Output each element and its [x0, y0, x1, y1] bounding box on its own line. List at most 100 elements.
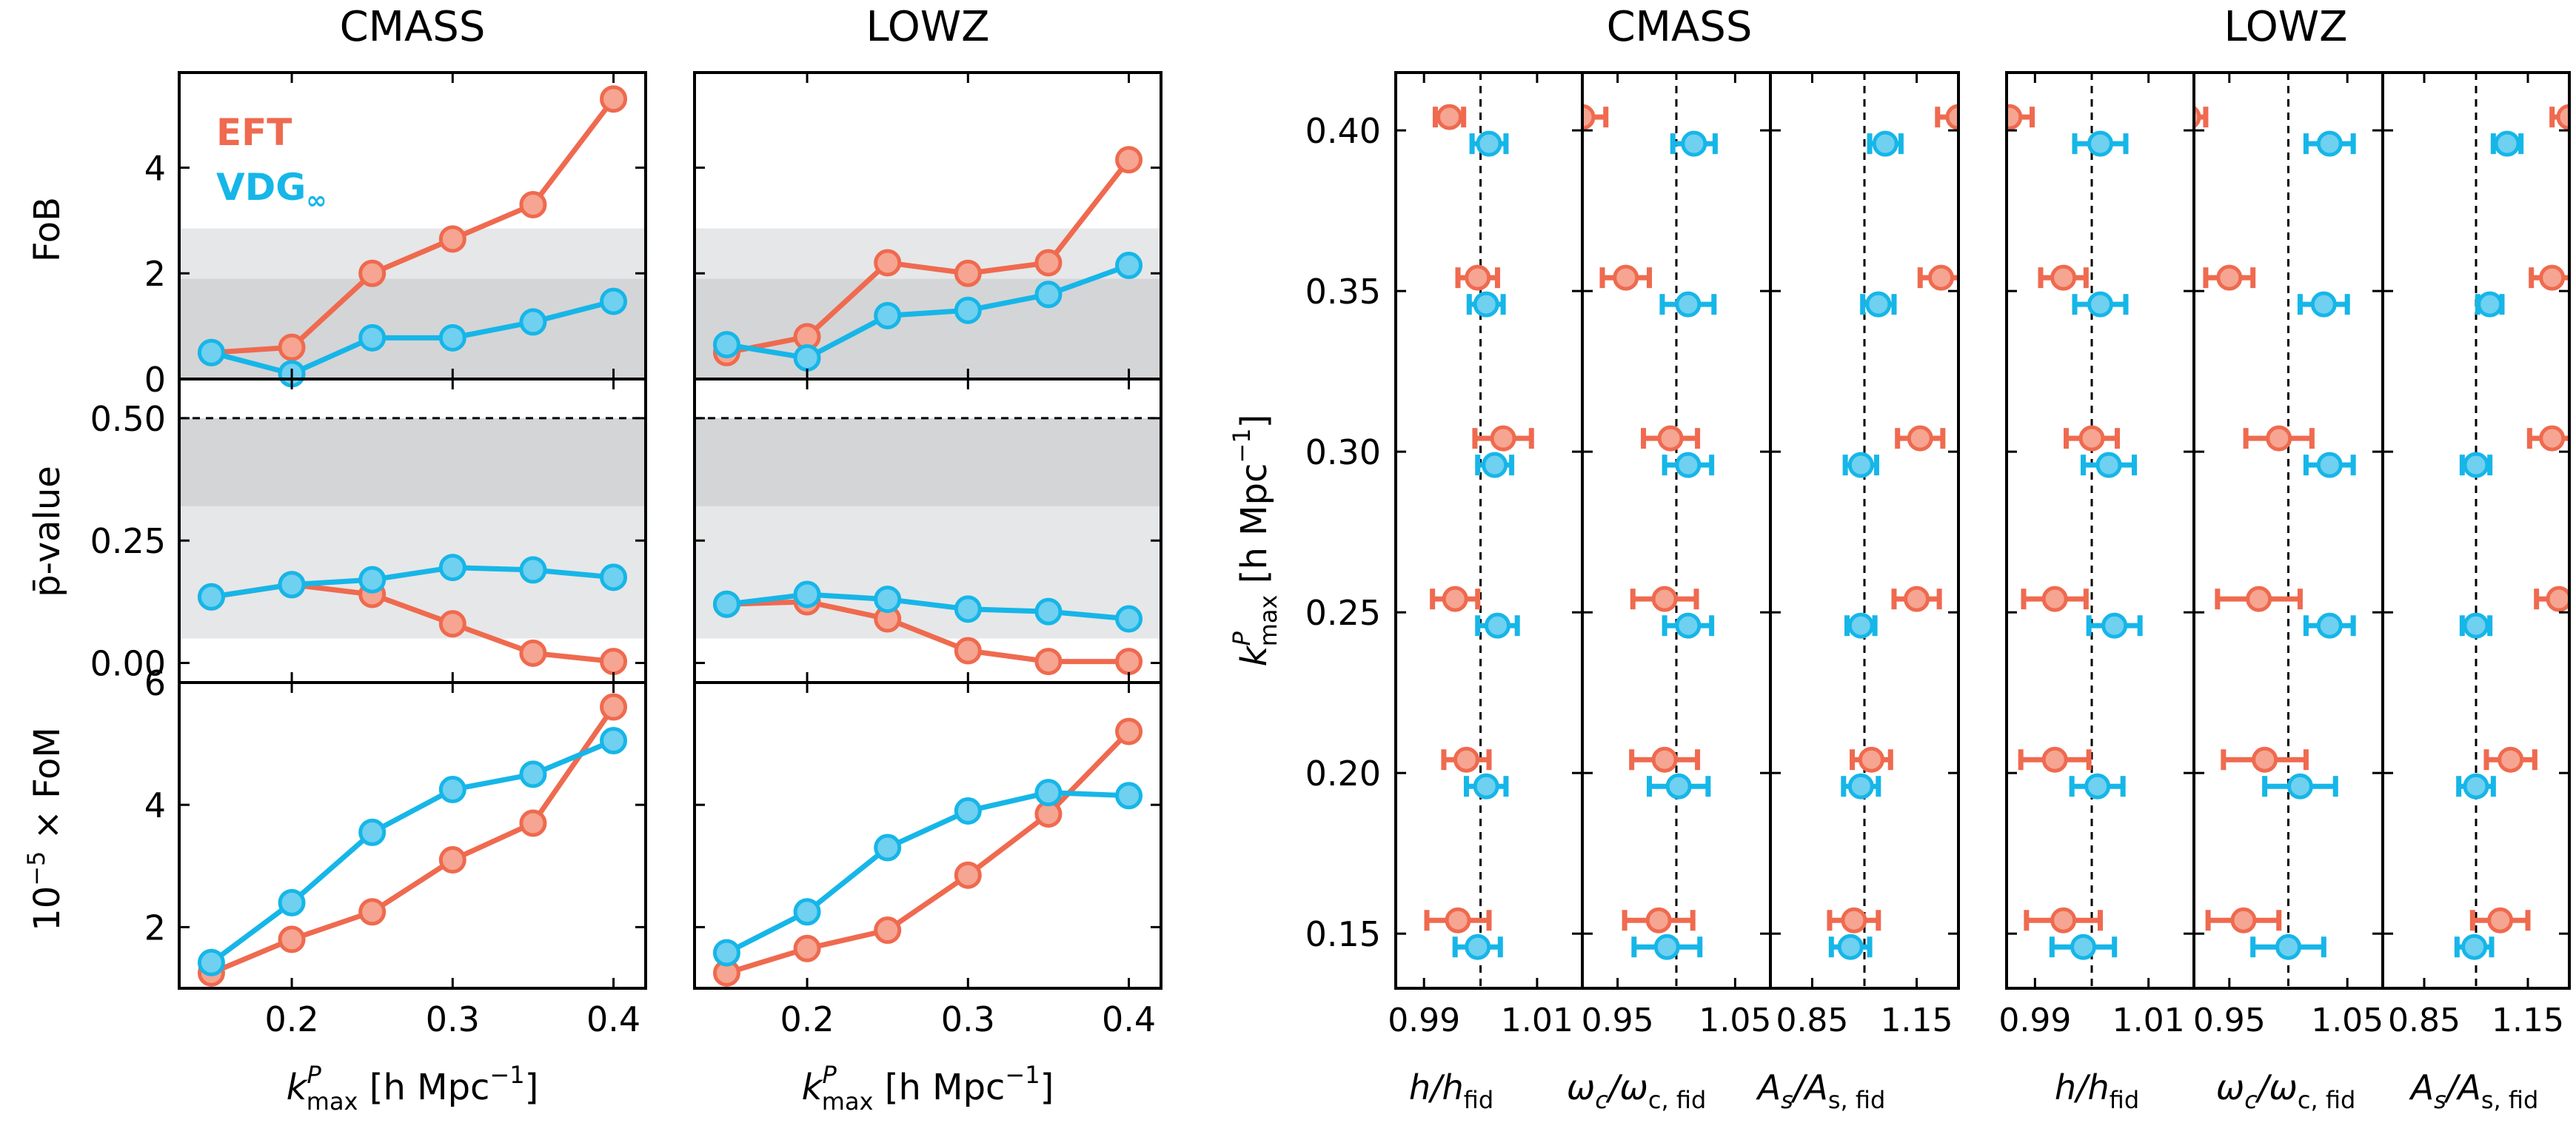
- data-point-eft: [1115, 648, 1143, 676]
- data-point-vdg: [1847, 773, 1874, 799]
- xlabel-close: ]: [525, 1067, 539, 1108]
- data-point-eft: [1115, 717, 1143, 745]
- right-ylabel-sub: max: [1254, 595, 1282, 647]
- right-ylabel: kPmax [h Mpc−1]: [1228, 415, 1282, 667]
- data-point-eft: [2041, 746, 2068, 773]
- right-title-cmass: CMASS: [1607, 3, 1753, 51]
- data-point-eft: [2546, 586, 2569, 612]
- data-point-vdg: [1847, 452, 1874, 478]
- data-point-eft: [600, 85, 628, 113]
- data-point-eft: [1436, 104, 1463, 130]
- param-label-as-mid: /A: [1790, 1067, 1828, 1107]
- x-tick-label: 0.3: [426, 999, 480, 1039]
- data-point-eft: [1651, 586, 1678, 612]
- xlabel-sub: max: [307, 1087, 358, 1116]
- data-point-vdg: [438, 776, 466, 804]
- data-point-vdg: [197, 583, 225, 611]
- data-point-eft: [1645, 907, 1672, 933]
- data-point-vdg: [954, 296, 982, 324]
- data-point-vdg: [2494, 130, 2520, 157]
- data-point-vdg: [2463, 773, 2489, 799]
- legend-vdg-sub: ∞: [306, 186, 327, 215]
- data-point-eft: [1453, 746, 1479, 773]
- param-label-as-sub1: s: [1781, 1086, 1793, 1114]
- data-point-eft: [1034, 648, 1063, 676]
- data-point-vdg: [1675, 452, 1702, 478]
- data-point-eft: [793, 934, 821, 962]
- data-point-eft: [2041, 586, 2068, 612]
- xlabel-lowz: kP max [h Mpc−1]: [802, 1061, 1054, 1116]
- data-point-vdg: [438, 554, 466, 582]
- data-point-eft: [1613, 264, 1639, 291]
- param-panel-data: [2454, 73, 2569, 988]
- y-tick-label: 4: [144, 148, 166, 188]
- axes-layer: 0 2 4 0.00 0.25 0.50 2 4 6 0.2 0.3 0.4 0.2 0.3 0.4 0.99…: [90, 71, 2571, 1039]
- data-point-vdg: [1865, 291, 1892, 318]
- data-point-vdg: [519, 760, 547, 788]
- y-tick-label: 0.50: [90, 399, 166, 439]
- data-point-eft: [1841, 907, 1867, 933]
- data-point-vdg: [2087, 130, 2113, 157]
- data-point-vdg: [358, 818, 387, 846]
- y-tick-label: 0.35: [1305, 272, 1381, 312]
- x-tick-label: 0.85: [1776, 1002, 1848, 1039]
- data-point-vdg: [1837, 933, 1864, 960]
- axes-frame: [2005, 71, 2195, 990]
- param-label-as-main: A: [2409, 1067, 2434, 1107]
- data-point-vdg: [1847, 612, 1874, 639]
- ylabel-fom: 10−5 × FoM: [22, 727, 68, 931]
- data-point-vdg: [600, 563, 628, 591]
- data-point-eft: [1651, 746, 1678, 773]
- data-point-eft: [519, 809, 547, 837]
- axes-frame: [693, 681, 1162, 990]
- sigma-band: [695, 228, 1161, 279]
- param-label-as-sub1: s: [2434, 1086, 2446, 1114]
- series-line-vdg: [210, 298, 615, 377]
- data-point-eft: [358, 259, 387, 287]
- data-point-vdg: [1034, 597, 1063, 626]
- series-line-vdg: [725, 790, 1129, 956]
- data-point-vdg: [1484, 612, 1511, 639]
- data-point-vdg: [2463, 452, 2489, 478]
- right-ylabel-sup: P: [1228, 631, 1256, 646]
- xlabel-sup: P: [307, 1061, 321, 1089]
- series-line-vdg: [210, 738, 615, 965]
- xlabel-k: k: [287, 1067, 309, 1108]
- xlabel-exp: −1: [1005, 1061, 1040, 1089]
- param-panel-data: [2007, 73, 2143, 988]
- data-point-vdg: [197, 948, 225, 976]
- ylabel-fom-pre: 10: [27, 886, 68, 931]
- series-line-eft: [726, 729, 1131, 976]
- y-tick-label: 2: [144, 908, 166, 948]
- param-panel-data: [1424, 73, 1534, 988]
- series-line-eft: [210, 705, 616, 976]
- data-point-eft: [1445, 907, 1471, 933]
- param-label-omega-mid: /ω: [2255, 1067, 2298, 1107]
- axes-frame: [1394, 71, 1584, 990]
- data-point-vdg: [197, 338, 225, 366]
- y-tick-label: 0.20: [1305, 754, 1381, 794]
- x-tick-label: 1.15: [1881, 1002, 1953, 1039]
- param-label-h: h/hfid: [1409, 1067, 1493, 1114]
- data-point-eft: [2556, 104, 2569, 130]
- param-panel-data: [1827, 73, 1958, 988]
- data-point-eft: [1442, 586, 1468, 612]
- param-label-as-sub: s, fid: [2481, 1086, 2538, 1114]
- ylabel-fob: FoB: [27, 197, 68, 262]
- right-title-lowz: LOWZ: [2224, 3, 2347, 51]
- param-label-as-sub: s, fid: [1828, 1086, 1885, 1114]
- data-point-eft: [2266, 425, 2292, 452]
- param-label-as: As/As, fid: [2409, 1067, 2539, 1114]
- data-point-eft: [874, 916, 902, 945]
- ylabel-pvalue: p̄-value: [27, 466, 68, 597]
- data-point-vdg: [1034, 281, 1063, 309]
- data-point-eft: [2007, 104, 2023, 130]
- axes-frame: [1769, 71, 1960, 990]
- data-point-vdg: [358, 324, 387, 352]
- x-tick-label: 1.01: [1501, 1002, 1573, 1039]
- data-point-vdg: [1681, 130, 1707, 157]
- param-label-omega: ωc/ωc, fid: [2216, 1067, 2356, 1114]
- x-tick-label: 1.01: [2112, 1002, 2185, 1039]
- y-tick-label: 0.40: [1305, 111, 1381, 151]
